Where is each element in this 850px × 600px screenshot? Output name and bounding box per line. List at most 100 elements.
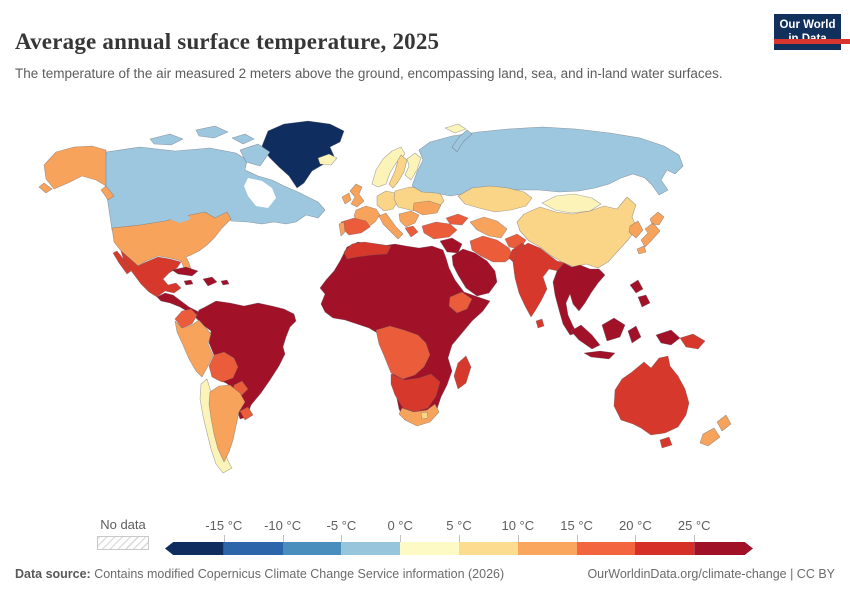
region-tasmania[interactable] — [659, 436, 673, 449]
region-ukraine[interactable] — [412, 200, 442, 216]
region-new-zealand[interactable] — [699, 414, 732, 447]
region-arctic-island-west[interactable] — [149, 133, 184, 146]
region-arctic-island-east[interactable] — [231, 133, 255, 145]
region-australia[interactable] — [613, 355, 690, 436]
legend-color-bin[interactable] — [694, 542, 753, 555]
legend-tick-mark — [576, 535, 578, 542]
region-arabian-peninsula[interactable] — [451, 248, 498, 297]
region-italy[interactable] — [378, 212, 404, 240]
legend-tick-mark — [459, 535, 460, 542]
legend-color-bin[interactable] — [223, 542, 283, 555]
region-southeast-asia[interactable] — [552, 262, 606, 336]
legend-color-bin[interactable] — [282, 542, 342, 555]
legend-tick-label: 20 °C — [619, 518, 652, 533]
region-finland[interactable] — [404, 152, 422, 181]
no-data-swatch[interactable] — [97, 536, 149, 550]
region-indonesia-sumatra[interactable] — [570, 324, 601, 350]
region-ethiopia[interactable] — [448, 291, 473, 314]
region-mongolia[interactable] — [541, 193, 602, 214]
region-svalbard[interactable] — [444, 123, 467, 134]
region-united-states-alaska[interactable] — [38, 145, 115, 201]
legend-tick-label: 5 °C — [446, 518, 472, 533]
region-iceland[interactable] — [317, 153, 338, 166]
legend-tick-mark — [635, 535, 637, 542]
region-united-kingdom[interactable] — [349, 183, 365, 208]
region-turkey[interactable] — [421, 221, 458, 240]
region-ireland[interactable] — [341, 192, 352, 205]
region-sri-lanka[interactable] — [535, 318, 545, 329]
legend-tick-label: -5 °C — [326, 518, 357, 533]
region-argentina[interactable] — [208, 384, 246, 463]
region-philippines[interactable] — [629, 279, 651, 308]
region-hudson-bay — [244, 178, 276, 208]
legend-color-bin[interactable] — [517, 542, 577, 555]
region-greenland[interactable] — [261, 120, 345, 189]
legend-no-data: No data — [97, 517, 149, 550]
owid-logo: Our World in Data — [774, 14, 850, 50]
owid-logo-line1: Our World — [779, 19, 836, 31]
region-indonesia-sulawesi[interactable] — [627, 325, 642, 344]
legend-color-bar — [165, 542, 753, 555]
region-kazakhstan[interactable] — [457, 185, 533, 213]
region-bolivia[interactable] — [208, 351, 239, 383]
region-mexico[interactable] — [112, 250, 182, 298]
region-iraq-syria[interactable] — [439, 237, 463, 254]
region-uruguay[interactable] — [239, 406, 254, 421]
region-hispaniola[interactable] — [202, 276, 218, 287]
page-subtitle: The temperature of the air measured 2 me… — [15, 65, 723, 81]
legend-tick-mark — [341, 535, 343, 542]
region-russia[interactable] — [411, 126, 684, 197]
legend-tick-mark — [282, 535, 284, 542]
region-caucasus[interactable] — [445, 213, 469, 226]
legend-tick-mark — [517, 535, 519, 542]
legend-color-bin[interactable] — [165, 542, 224, 555]
region-papua-new-guinea[interactable] — [679, 333, 706, 350]
region-japan[interactable] — [636, 211, 665, 255]
region-indonesia-borneo[interactable] — [601, 317, 626, 342]
legend-color-bin[interactable] — [635, 542, 695, 555]
region-india[interactable] — [512, 242, 566, 318]
region-novaya-zemlya[interactable] — [451, 129, 473, 153]
region-central-europe[interactable] — [376, 190, 399, 212]
region-china[interactable] — [516, 196, 638, 269]
region-sweden[interactable] — [388, 154, 408, 189]
legend-tick-label: -10 °C — [264, 518, 302, 533]
region-norway[interactable] — [371, 146, 406, 188]
region-portugal[interactable] — [338, 221, 346, 237]
region-arctic-island-mid[interactable] — [195, 125, 229, 139]
region-puerto-rico[interactable] — [220, 279, 230, 286]
owid-logo-accent-bar — [774, 39, 850, 44]
region-madagascar[interactable] — [453, 355, 472, 390]
map-regions — [38, 120, 732, 474]
owid-credit-link[interactable]: OurWorldinData.org/climate-change | CC B… — [587, 567, 835, 581]
legend-tick-label: 10 °C — [501, 518, 535, 533]
region-greece[interactable] — [404, 225, 419, 238]
legend-tick-mark — [223, 535, 225, 542]
region-balkans[interactable] — [398, 210, 420, 228]
region-lesotho[interactable] — [420, 411, 429, 420]
footer: Data source: Contains modified Copernicu… — [15, 567, 835, 581]
region-colombia-venezuela-brazil[interactable] — [195, 300, 297, 420]
map-legend: No data -15 °C -10 °C -5 °C 0 °C 5 °C 10 °C 15… — [0, 517, 850, 559]
legend-color-bin[interactable] — [341, 542, 401, 555]
legend-color-bin[interactable] — [458, 542, 518, 555]
legend-color-bin[interactable] — [576, 542, 636, 555]
region-south-africa[interactable] — [398, 403, 440, 427]
region-maghreb-coast[interactable] — [343, 241, 392, 260]
region-jamaica[interactable] — [183, 279, 194, 286]
region-central-asia[interactable] — [469, 216, 508, 239]
legend-tick-label: -15 °C — [205, 518, 243, 533]
region-cuba[interactable] — [171, 266, 199, 277]
region-korea[interactable] — [628, 220, 644, 239]
region-indonesia-java[interactable] — [583, 350, 616, 360]
region-great-lakes — [171, 213, 191, 223]
region-iran[interactable] — [469, 235, 514, 263]
region-baffin-island[interactable] — [239, 143, 271, 167]
legend-color-bin[interactable] — [400, 542, 459, 555]
region-central-africa[interactable] — [375, 325, 431, 380]
region-peru[interactable] — [174, 319, 214, 378]
region-west-papua[interactable] — [655, 329, 681, 346]
region-southern-africa[interactable] — [390, 373, 441, 413]
page-title: Average annual surface temperature, 2025 — [15, 29, 440, 55]
